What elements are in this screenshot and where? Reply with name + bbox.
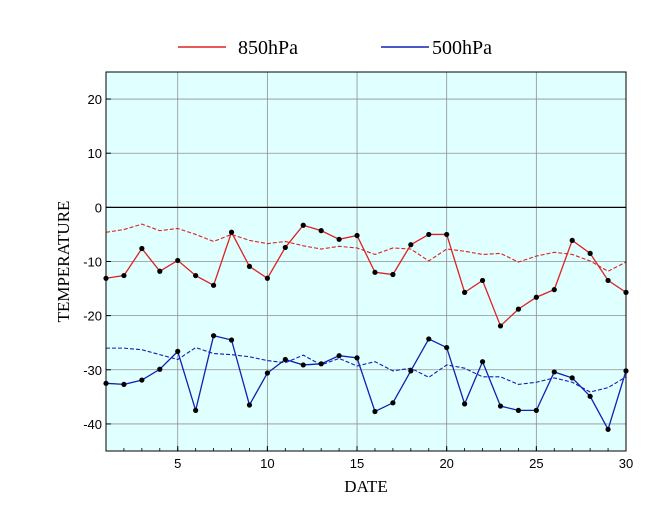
data-point	[497, 323, 504, 329]
x-tick-label: 25	[529, 456, 543, 471]
data-point	[336, 353, 342, 359]
data-point	[533, 294, 539, 300]
x-tick-label: 15	[350, 456, 364, 471]
data-point	[193, 407, 199, 413]
data-point	[246, 402, 253, 408]
data-point	[372, 408, 378, 415]
data-point	[426, 336, 432, 342]
data-point	[587, 250, 593, 256]
y-tick-label: -40	[83, 417, 102, 432]
data-point	[390, 271, 396, 278]
data-point	[354, 355, 360, 361]
data-point	[246, 263, 253, 269]
data-point	[497, 403, 504, 409]
x-tick-label: 20	[439, 456, 453, 471]
legend: 850hPa 500hPa	[178, 37, 492, 59]
data-point	[264, 275, 270, 281]
data-point	[587, 393, 593, 399]
data-point	[139, 377, 145, 383]
x-tick-label: 30	[619, 456, 633, 471]
legend-label: 850hPa	[238, 37, 298, 59]
data-point	[121, 272, 127, 279]
data-point	[551, 369, 557, 375]
data-point	[408, 242, 414, 248]
y-axis-ticks: 20 10 0 -10 -20 -30 -40	[83, 92, 111, 432]
x-tick-label: 5	[174, 456, 181, 471]
y-tick-label: -10	[83, 255, 102, 270]
data-point	[228, 337, 235, 343]
data-point	[228, 229, 235, 235]
data-point	[300, 222, 306, 228]
data-point	[175, 257, 181, 264]
data-point	[318, 228, 324, 234]
data-point	[193, 272, 199, 279]
data-point	[444, 231, 450, 238]
data-point	[515, 407, 522, 413]
data-point	[426, 231, 432, 238]
data-point	[605, 426, 611, 432]
y-tick-label: -30	[83, 363, 102, 378]
data-point	[336, 236, 342, 242]
x-axis-label: DATE	[344, 477, 387, 496]
data-point	[175, 348, 181, 354]
data-point	[479, 359, 486, 365]
data-point	[282, 244, 288, 251]
data-point	[533, 407, 539, 413]
data-point	[462, 289, 468, 295]
legend-label: 500hPa	[432, 37, 492, 59]
data-point	[157, 366, 163, 372]
data-point	[515, 306, 522, 312]
data-point	[551, 287, 557, 293]
data-point	[462, 401, 468, 407]
y-tick-label: 0	[95, 200, 102, 215]
x-tick-label: 10	[260, 456, 274, 471]
data-points	[103, 222, 629, 432]
y-tick-label: -20	[83, 309, 102, 324]
data-point	[605, 277, 611, 284]
series-lines	[105, 224, 627, 432]
dashed-series-line	[106, 346, 627, 393]
data-point	[210, 282, 217, 288]
data-point	[479, 277, 486, 284]
data-point	[354, 232, 360, 239]
y-axis-label: TEMPERATURE	[54, 201, 73, 323]
data-point	[121, 381, 127, 388]
data-point	[408, 368, 414, 374]
data-point	[372, 269, 378, 275]
data-point	[300, 362, 306, 368]
data-point	[318, 361, 324, 367]
series-line-850hPa	[105, 224, 627, 328]
data-point	[390, 400, 396, 406]
y-tick-label: 20	[88, 92, 102, 107]
data-point	[569, 237, 575, 243]
data-point	[264, 370, 270, 376]
data-point	[282, 356, 288, 363]
series-line-500hPa	[105, 334, 627, 432]
data-point	[157, 268, 163, 274]
data-point	[569, 375, 575, 381]
dashed-series-group	[105, 223, 627, 393]
x-axis-ticks: 5 10 15 20 25 30	[105, 446, 633, 471]
y-tick-label: 10	[88, 146, 102, 161]
data-point	[444, 344, 450, 351]
data-point	[139, 245, 145, 252]
data-point	[210, 333, 217, 339]
